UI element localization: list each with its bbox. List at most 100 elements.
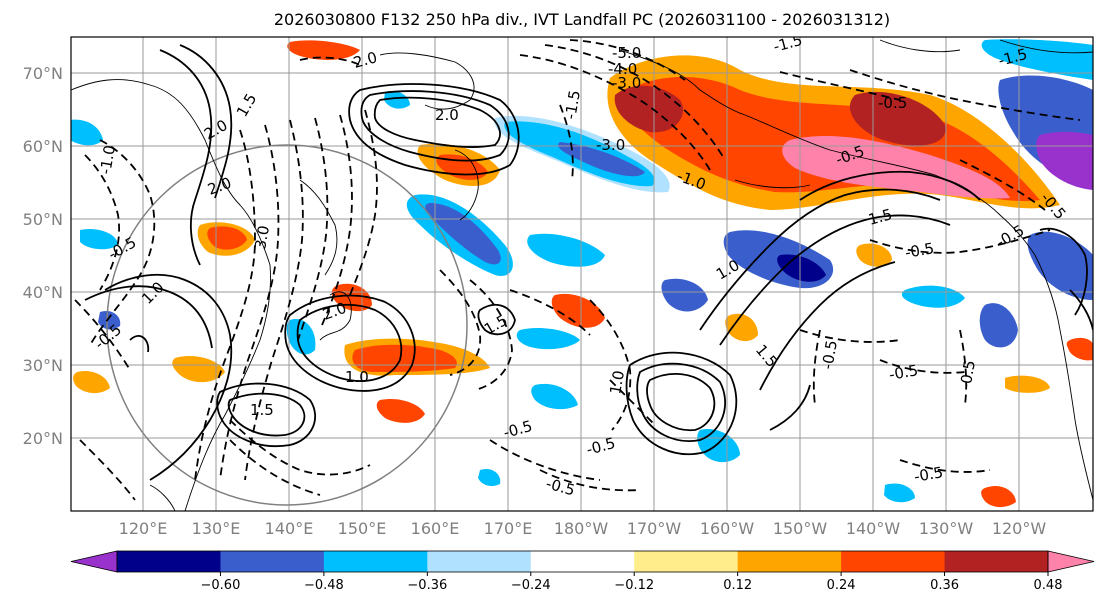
colorbar-tick-label: 0.36 [930, 578, 959, 593]
shade-blue-scatter10 [384, 90, 410, 109]
lon-label: 140°W [846, 519, 901, 538]
longitude-labels: 120°E 130°E 140°E 150°E 160°E 170°E 180°… [119, 519, 1047, 538]
colorbar-tick-label: 0.48 [1034, 578, 1063, 593]
lon-label: 150°W [773, 519, 828, 538]
colorbar-cells [70, 550, 1095, 573]
dashed-label: -3.0 [612, 74, 641, 92]
shade-orange-mid9 [981, 485, 1016, 508]
lon-label: 130°W [919, 519, 974, 538]
map-panel: 2.0 1.5 2.0 2.0 1.5 2.0 1.5 1.0 1.5 1.5 … [70, 36, 1094, 512]
shade-blue-scatter12 [478, 468, 501, 486]
shade-orange-mid10 [287, 40, 360, 60]
colorbar-cell [427, 551, 532, 572]
solid-label: 2.0 [351, 48, 379, 72]
colorbar-tick-label: 0.24 [827, 578, 856, 593]
lat-label-70n: 70°N [23, 64, 63, 83]
shade-orange-mid4 [856, 243, 892, 267]
dashed-label: -4.0 [608, 60, 637, 78]
shade-orange-mid3 [725, 313, 758, 342]
shade-orange-mid8 [1005, 375, 1050, 393]
figure-title: 2026030800 F132 250 hPa div., IVT Landfa… [274, 10, 890, 29]
colorbar-extend-low [70, 550, 118, 573]
solid-label: 1.0 [606, 369, 628, 396]
shade-navy-westcoast [1027, 231, 1093, 300]
latitude-labels: 70°N 60°N 50°N 40°N 30°N 20°N [23, 64, 63, 448]
lon-label: 120°E [119, 519, 168, 538]
lon-label: 160°E [411, 519, 460, 538]
solid-contour-labels: 2.0 1.5 2.0 2.0 1.5 2.0 1.5 1.0 1.5 1.5 … [138, 48, 894, 419]
shade-navy-kamchatka [425, 203, 501, 265]
shade-blue-scatter1 [71, 119, 103, 146]
colorbar-tick-label: −0.60 [201, 578, 241, 593]
dashed-label: -1.0 [96, 144, 119, 176]
shade-red-bohai [207, 226, 247, 250]
shade-blue-westcoast2 [979, 303, 1018, 348]
dashed-label: -5.0 [612, 44, 641, 62]
lat-label-50n: 50°N [23, 210, 63, 229]
shade-darkred-gulf [849, 91, 946, 146]
dashed-label: -0.5 [904, 239, 936, 262]
colorbar-tick-label: −0.24 [511, 578, 551, 593]
dashed-label: -0.5 [878, 94, 907, 112]
shade-orange-mid11 [1066, 337, 1093, 361]
range-circle [106, 144, 468, 506]
shade-blue-scatter8 [286, 319, 316, 355]
lon-label: 180°W [554, 519, 609, 538]
colorbar-cell [117, 551, 221, 572]
shade-blue-scatter3 [516, 328, 580, 350]
colorbar-cell [841, 551, 946, 572]
lat-label-20n: 20°N [23, 429, 63, 448]
colorbar-cell [634, 551, 739, 572]
shade-navy-midpac [777, 254, 826, 282]
colorbar-tick-label: −0.36 [407, 578, 447, 593]
colorbar-cell [737, 551, 842, 572]
shade-blue-scatter6 [697, 429, 740, 463]
lon-label: 120°W [992, 519, 1047, 538]
dashed-label: -0.5 [888, 361, 920, 384]
solid-label: 1.5 [250, 401, 274, 419]
shade-blue-scatter9 [1018, 93, 1075, 121]
dashed-label: -0.5 [956, 359, 979, 391]
colorbar-extend-high [1047, 550, 1095, 573]
colorbar-cell [323, 551, 428, 572]
colorbar-tick-label: 0.12 [723, 578, 752, 593]
dashed-label: -3.0 [596, 136, 625, 154]
shade-blue-scatter11 [98, 310, 121, 330]
solid-label: 3.0 [251, 224, 273, 251]
shade-blue-scatter4 [531, 383, 578, 410]
shade-lightblue-midpac [527, 233, 605, 267]
lon-label: 150°E [338, 519, 387, 538]
lon-label: 140°E [265, 519, 314, 538]
lat-label-60n: 60°N [23, 137, 63, 156]
colorbar-cell [220, 551, 325, 572]
lon-label: 130°E [192, 519, 241, 538]
lon-label: 170°E [484, 519, 533, 538]
shade-blue-scatter7 [884, 483, 915, 503]
dashed-label: -1.5 [561, 89, 584, 121]
shade-blue-scatter2 [80, 228, 118, 250]
colorbar-tick-label: −0.12 [614, 578, 654, 593]
shade-blue-westcoast3 [901, 285, 965, 308]
shade-orange-mid5 [376, 398, 425, 423]
shaded-fields [71, 39, 1093, 508]
shade-orange-mid7 [73, 370, 110, 394]
map-frame [70, 36, 1094, 512]
dashed-contours [74, 39, 1081, 501]
shade-lightblue-ne [981, 39, 1093, 80]
dashed-label: -0.5 [913, 463, 945, 486]
colorbar-tick-label: −0.48 [304, 578, 344, 593]
lon-label: 170°W [627, 519, 682, 538]
colorbar-cell [944, 551, 1049, 572]
solid-label: 1.5 [866, 205, 894, 229]
lat-label-30n: 30°N [23, 356, 63, 375]
colorbar-ticks: −0.60 −0.48 −0.36 −0.24 −0.12 0.12 0.24 0.36 0.4… [201, 572, 1063, 593]
colorbar: −0.60 −0.48 −0.36 −0.24 −0.12 0.12 0.24 0.36 0.4… [70, 550, 1095, 593]
colorbar-outline [116, 550, 1049, 573]
solid-label: 1.0 [345, 368, 369, 386]
colorbar-cell [530, 551, 635, 572]
shade-blue-scatter5 [661, 278, 708, 312]
lon-label: 160°W [700, 519, 755, 538]
solid-label: 2.0 [435, 106, 459, 124]
coastlines [71, 39, 1093, 511]
